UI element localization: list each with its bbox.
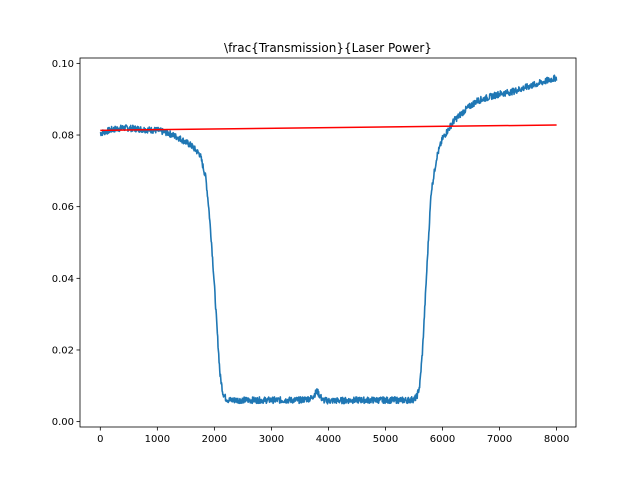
y-tick-label: 0.10 (52, 59, 74, 70)
series-line-1 (100, 124, 557, 132)
y-tick-label: 0.02 (52, 345, 74, 356)
x-tick-label: 2000 (202, 434, 227, 445)
x-tick-label: 6000 (430, 434, 455, 445)
x-tick-label: 3000 (259, 434, 284, 445)
chart-title: \frac{Transmission}{Laser Power} (224, 41, 432, 55)
x-tick-label: 5000 (373, 434, 398, 445)
y-tick-label: 0.08 (52, 131, 74, 142)
x-tick-label: 8000 (544, 434, 569, 445)
x-tick-label: 7000 (487, 434, 512, 445)
y-tick-label: 0.06 (52, 202, 74, 213)
axes-frame (79, 57, 577, 428)
y-tick-label: 0.00 (52, 417, 74, 428)
y-tick-label: 0.04 (52, 274, 74, 285)
x-tick-label: 4000 (316, 434, 341, 445)
series-layer (99, 74, 558, 405)
axes-layer: 0 1000 2000 3000 4000 5000 6000 7000 8000 0.00 0.0… (52, 57, 577, 445)
x-tick-label: 0 (97, 434, 103, 445)
x-tick-label: 1000 (145, 434, 170, 445)
series-line-0 (99, 74, 558, 405)
